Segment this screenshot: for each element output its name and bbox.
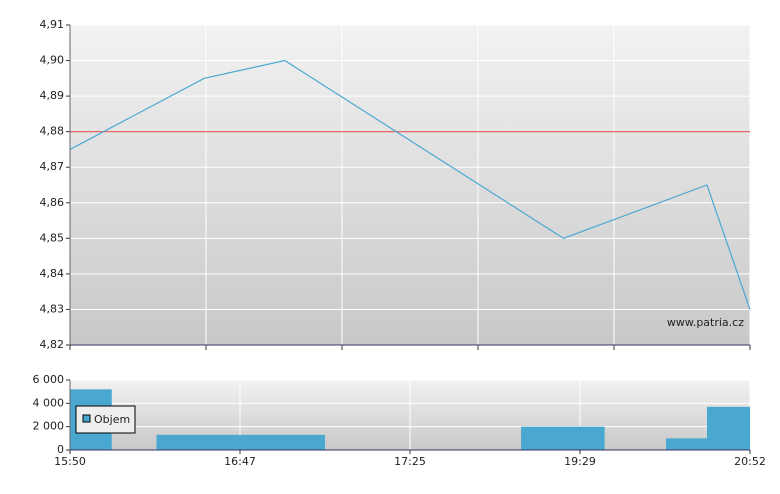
- y-tick-label: 4,83: [40, 302, 65, 315]
- y-tick-label: 4,86: [40, 196, 65, 209]
- y-tick-label: 4,82: [40, 338, 65, 351]
- y-tick-label: 4,91: [40, 18, 65, 31]
- y-tick-label: 4,85: [40, 231, 65, 244]
- y-tick-label: 4,84: [40, 267, 65, 280]
- y-tick-label: 6 000: [33, 373, 65, 386]
- volume-bar: [156, 434, 325, 450]
- y-tick-label: 4,90: [40, 54, 65, 67]
- y-tick-label: 4,87: [40, 160, 65, 173]
- x-tick-label: 19:29: [564, 455, 596, 468]
- price-plot-area: [70, 25, 750, 345]
- legend-swatch: [82, 414, 91, 423]
- x-tick-label: 17:25: [394, 455, 426, 468]
- y-tick-label: 2 000: [33, 420, 65, 433]
- price-x-ticks: [69, 345, 751, 350]
- legend-label: Objem: [94, 413, 130, 426]
- y-tick-label: 0: [57, 443, 64, 456]
- x-tick-label: 15:50: [54, 455, 86, 468]
- y-tick-label: 4,89: [40, 89, 65, 102]
- volume-bar: [521, 426, 605, 450]
- legend: Objem: [75, 405, 136, 434]
- watermark: www.patria.cz: [667, 316, 744, 329]
- y-tick-label: 4,88: [40, 125, 65, 138]
- x-tick-label: 16:47: [224, 455, 256, 468]
- y-tick-label: 4 000: [33, 396, 65, 409]
- volume-bar: [706, 406, 750, 450]
- price-line: [69, 59, 751, 310]
- volume-bar: [666, 438, 707, 450]
- x-tick-label: 20:52: [734, 455, 766, 468]
